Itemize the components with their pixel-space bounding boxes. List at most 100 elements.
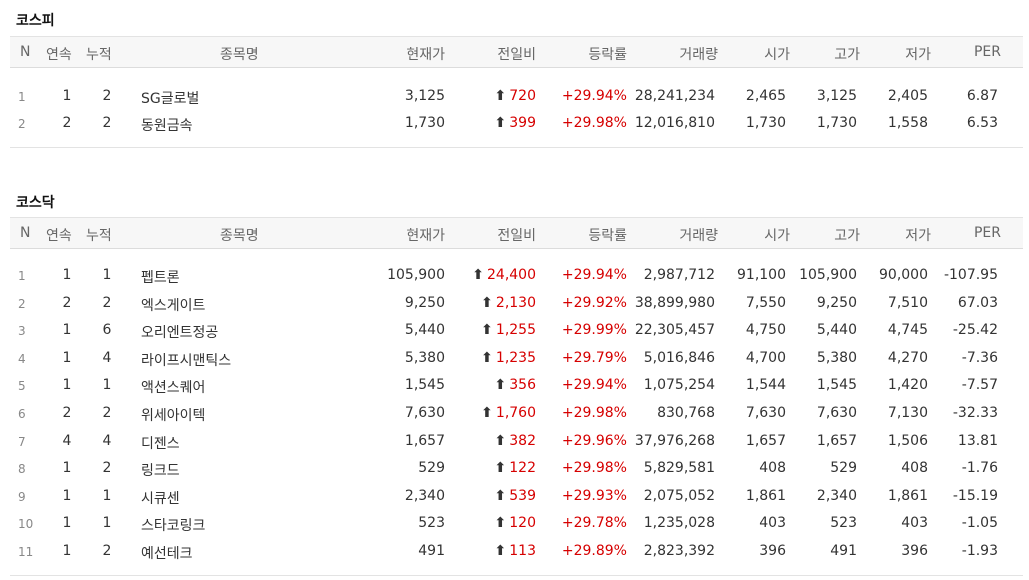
kosdaq-title: 코스닥 [16,195,55,211]
price-change: ⬆ 1,235 [481,350,536,366]
table-row: 5 1 1 액션스퀘어 1,545 ⬆ 356 +29.94% 1,075,254 1,544 1,… [10,373,1023,399]
up-arrow-icon: ⬆ [494,377,507,394]
stock-name-link[interactable]: 링크드 [141,463,180,480]
kospi-header-row: N 연속 누적 종목명 현재가 전일비 등락률 거래량 시가 고가 저가 PER [10,36,1023,68]
table-row: 8 1 2 링크드 529 ⬆ 122 +29.98% 5,829,581 408 529 408 -1… [10,456,1023,482]
table-row: 2 2 2 동원금속 1,730 ⬆ 399 +29.98% 12,016,810 1,730 1,… [10,111,1023,137]
change-rate: +29.94% [561,377,627,394]
trade-volume: 2,823,392 [643,543,715,559]
up-arrow-icon: ⬆ [494,487,507,504]
row-number: 6 [18,407,26,421]
per-value: -1.93 [961,543,998,559]
col-header-cumulative: 누적 [86,228,112,244]
stock-name-link[interactable]: 위세아이텍 [141,408,206,424]
current-price: 1,657 [404,432,445,449]
change-rate: +29.79% [561,349,627,366]
price-change-value: 539 [509,487,536,504]
high-price: 1,657 [816,432,857,449]
price-change: ⬆ 356 [495,377,536,393]
table-row: 4 1 4 라이프시맨틱스 5,380 ⬆ 1,235 +29.79% 5,016,846 4,7… [10,346,1023,372]
col-header-change: 전일비 [497,47,536,63]
open-price: 403 [759,515,786,532]
row-number: 4 [18,351,26,366]
open-price: 396 [759,543,786,559]
stock-name-link[interactable]: 예선테크 [141,546,193,562]
stock-name-link[interactable]: 동원금속 [141,118,193,134]
cumulative-count: 2 [102,460,112,477]
cumulative-count: 4 [102,432,112,449]
per-value: -25.42 [952,322,998,339]
price-change-value: 356 [509,377,536,394]
table-row: 3 1 6 오리엔트정공 5,440 ⬆ 1,255 +29.99% 22,305,457 4,7… [10,318,1023,344]
price-change: ⬆ 2,130 [481,295,536,311]
change-rate: +29.92% [561,294,627,311]
change-rate: +29.94% [561,267,627,283]
current-price: 105,900 [387,267,445,283]
high-price: 3,125 [816,88,857,104]
per-value: 6.53 [966,115,998,131]
consecutive-count: 1 [62,543,72,559]
cumulative-count: 1 [102,377,112,394]
col-header-name: 종목명 [220,228,259,244]
trade-volume: 1,235,028 [643,515,715,532]
price-change-value: 2,130 [495,294,536,311]
high-price: 523 [830,515,857,532]
stock-name-link[interactable]: 펩트론 [141,270,180,286]
per-value: -7.57 [961,377,998,394]
consecutive-count: 2 [62,405,72,421]
price-change-value: 1,235 [495,349,536,366]
open-price: 1,861 [745,487,786,504]
col-header-current-price: 현재가 [406,47,445,63]
col-header-consecutive: 연속 [46,47,72,63]
col-header-per: PER [973,225,1001,241]
up-arrow-icon: ⬆ [494,515,507,532]
stock-name-link[interactable]: 오리엔트정공 [141,325,219,342]
cumulative-count: 1 [102,515,112,532]
consecutive-count: 1 [62,487,72,504]
change-rate: +29.98% [561,460,627,477]
trade-volume: 5,829,581 [643,460,715,477]
low-price: 1,558 [887,115,928,131]
stock-name-link[interactable]: 시큐센 [141,490,180,507]
per-value: -32.33 [952,405,998,421]
trade-volume: 830,768 [657,405,715,421]
high-price: 7,630 [816,405,857,421]
open-price: 91,100 [737,267,786,283]
cumulative-count: 2 [102,88,112,104]
trade-volume: 2,987,712 [643,267,715,283]
trade-volume: 5,016,846 [643,349,715,366]
up-arrow-icon: ⬆ [481,349,493,366]
stock-name-link[interactable]: 스타코링크 [141,518,206,535]
cumulative-count: 2 [102,115,112,131]
per-value: -107.95 [943,267,998,283]
price-change-value: 120 [509,515,536,532]
consecutive-count: 2 [62,294,72,311]
row-number: 7 [18,434,26,449]
row-number: 1 [18,269,26,283]
col-header-low: 저가 [905,228,931,244]
up-arrow-icon: ⬆ [481,322,493,339]
change-rate: +29.99% [561,322,627,339]
trade-volume: 2,075,052 [643,487,715,504]
stock-name-link[interactable]: 액션스퀘어 [141,380,206,397]
cumulative-count: 1 [102,267,112,283]
current-price: 2,340 [404,487,445,504]
price-change: ⬆ 122 [495,460,536,476]
price-change-value: 1,760 [495,405,536,421]
low-price: 7,130 [887,405,928,421]
high-price: 1,545 [816,377,857,394]
per-value: -7.36 [961,349,998,366]
stock-name-link[interactable]: 엑스게이트 [141,297,206,314]
table-row: 1 1 2 SG글로벌 3,125 ⬆ 720 +29.94% 28,241,234 2,465 3… [10,84,1023,110]
col-header-n: N [20,225,31,241]
stock-name-link[interactable]: 라이프시맨틱스 [141,352,232,369]
consecutive-count: 1 [62,515,72,532]
row-number: 2 [18,296,26,311]
cumulative-count: 2 [102,543,112,559]
current-price: 3,125 [404,88,445,104]
price-change-value: 122 [509,460,536,477]
stock-name-link[interactable]: SG글로벌 [141,91,200,107]
current-price: 1,730 [404,115,445,131]
table-row: 1 1 1 펩트론 105,900 ⬆ 24,400 +29.94% 2,987,712 91,1… [10,263,1023,289]
stock-name-link[interactable]: 디젠스 [141,435,180,452]
